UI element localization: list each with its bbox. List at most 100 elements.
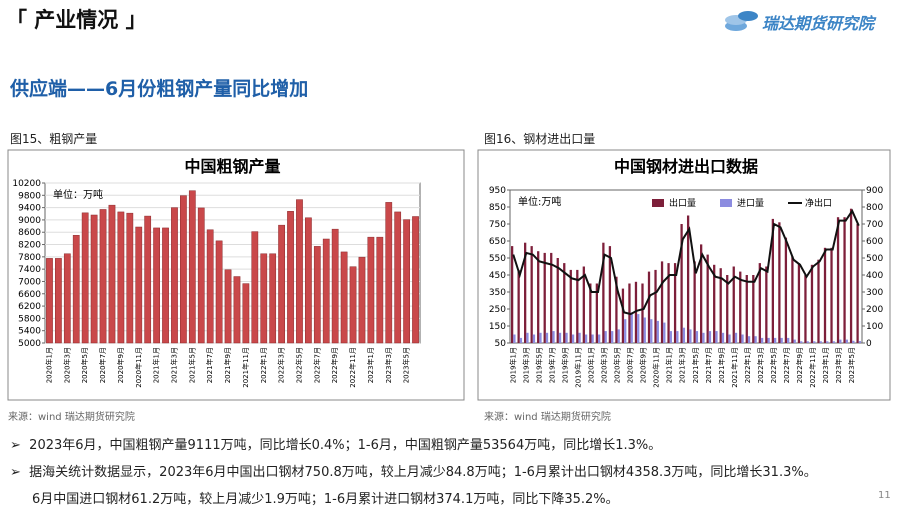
bar [624,319,627,343]
subtitle: 供应端——6月份粗钢产量同比增加 [10,78,309,100]
bar [81,212,89,344]
bar [571,334,575,343]
bar [680,224,683,343]
x-tick-label: 2021年11月 [730,347,739,388]
bar [728,334,731,343]
bar [224,269,232,344]
x-tick-label: 2023年3月 [834,347,843,383]
y2-tick-label: 0 [866,339,872,349]
bar [578,332,581,343]
page-number: 11 [878,490,891,501]
y-tick-label: 9800 [18,191,41,201]
bar [278,224,285,344]
bar [598,334,601,343]
x-tick-label: 2021年5月 [691,347,700,383]
x-tick-label: 2019年3月 [521,347,530,383]
y-tick-label: 350 [489,288,506,298]
bar [765,266,768,343]
y2-tick-label: 100 [866,322,883,332]
legend-label: 净出口 [805,197,832,209]
bar [358,256,366,344]
bar [754,336,757,343]
bar [55,258,62,344]
bar [817,259,820,343]
bar [153,227,160,344]
source-note: 来源：wind 瑞达期货研究院 [8,412,135,423]
bar [162,227,169,344]
bar [591,334,594,343]
y-tick-label: 8600 [18,228,41,238]
bar [530,246,533,343]
y-tick-label: 750 [489,220,506,230]
y-tick-label: 7000 [18,277,41,287]
bar [608,246,612,343]
bar [845,339,848,343]
bar [673,263,677,343]
bar [719,268,722,343]
unit-label: 单位：万吨 [53,188,103,201]
bar [550,252,553,343]
y-tick-label: 8200 [18,241,41,251]
y-tick-label: 5800 [18,314,41,324]
bar [576,269,579,343]
bar [700,244,703,343]
y2-tick-label: 900 [866,186,883,196]
bar [72,235,80,344]
x-tick-label: 2020年7月 [626,347,635,383]
bar [305,217,312,344]
bar [774,337,777,343]
bar [706,254,709,343]
x-tick-label: 2019年11月 [573,347,582,388]
bar [836,217,840,343]
bar [686,215,690,343]
x-tick-label: 2020年3月 [600,347,609,383]
y2-tick-label: 300 [866,288,883,298]
bar [839,339,842,343]
y-tick-label: 650 [489,237,506,247]
logo-text: 瑞达期货研究院 [762,14,875,33]
bar [787,337,790,343]
bar [767,337,770,343]
bar [741,334,744,343]
bar [513,334,516,343]
bar [858,341,862,343]
bullet-text: 据海关统计数据显示，2023年6月中国出口钢材750.8万吨，较上月减少84.8… [29,465,817,480]
x-tick-label: 2020年7月 [98,347,107,383]
x-tick-label: 2023年1月 [821,347,830,383]
bullet: ➢ 2023年6月，中国粗钢产量9111万吨，同比增长0.4%；1-6月，中国粗… [10,438,662,453]
x-tick-label: 2022年7月 [312,347,321,383]
legend-label: 进口量 [737,198,764,209]
x-tick-label: 2020年11月 [134,347,143,388]
y2-tick-label: 400 [866,271,883,281]
x-tick-label: 2022年5月 [294,347,303,383]
bar [582,266,585,343]
y-tick-label: 9400 [18,204,41,214]
x-tick-label: 2022年5月 [769,347,778,383]
bar [630,312,633,343]
bar [682,327,686,343]
y-tick-label: 10200 [12,179,41,189]
bar [510,246,514,343]
bar [144,215,152,344]
figure-caption: 图15、粗钢产量 [10,132,98,146]
y2-tick-label: 800 [866,203,883,213]
bar [852,340,855,343]
bar [780,337,783,343]
bar [526,332,529,343]
bar [340,251,348,344]
x-tick-label: 2022年1月 [259,347,268,383]
legend-swatch [720,199,732,207]
x-tick-label: 2020年11月 [652,347,661,388]
bar [595,283,598,343]
bar [63,253,71,344]
y-tick-label: 6200 [18,302,41,312]
bar [826,341,829,343]
x-tick-label: 2020年3月 [62,347,71,383]
bar [778,222,781,343]
bar [331,228,339,344]
y2-tick-label: 700 [866,220,883,230]
bar [726,275,729,343]
bar [660,261,664,343]
